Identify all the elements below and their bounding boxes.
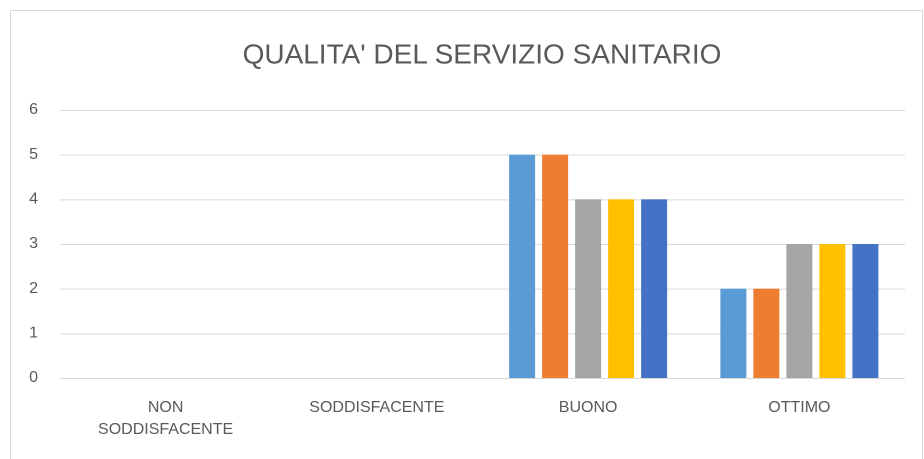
bar xyxy=(852,244,879,378)
bar xyxy=(786,244,813,378)
x-tick-label: SODDISFACENTE xyxy=(309,399,445,416)
chart-title: QUALITA' DEL SERVIZIO SANITARIO xyxy=(243,38,722,69)
x-tick-label: OTTIMO xyxy=(768,399,831,416)
bar xyxy=(720,288,747,378)
chart-border xyxy=(10,10,923,459)
y-tick-label: 3 xyxy=(29,235,38,252)
bar xyxy=(608,199,635,378)
bar xyxy=(819,244,846,378)
bar xyxy=(509,154,536,378)
bar xyxy=(542,154,569,378)
x-tick-label: BUONO xyxy=(558,399,618,416)
bar xyxy=(753,288,780,378)
y-tick-label: 2 xyxy=(29,280,38,297)
y-tick-label: 0 xyxy=(29,369,38,386)
x-tick-label: NON SODDISFACENTE xyxy=(98,399,234,438)
bar xyxy=(575,199,602,378)
y-tick-label: 5 xyxy=(29,146,38,163)
y-tick-label: 1 xyxy=(29,325,38,342)
y-tick-label: 6 xyxy=(29,101,38,118)
y-tick-label: 4 xyxy=(29,191,38,208)
bar xyxy=(641,199,668,378)
